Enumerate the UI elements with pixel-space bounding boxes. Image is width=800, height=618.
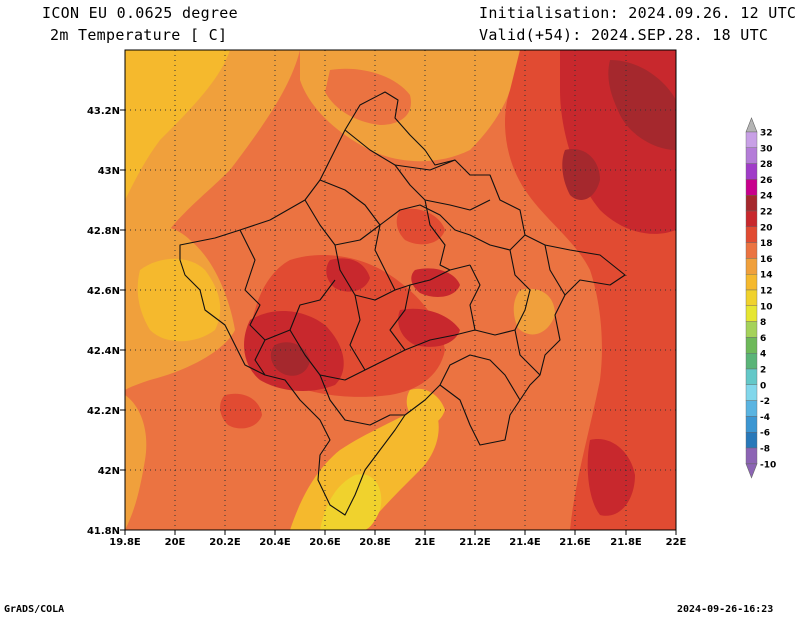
legend-label: 0 bbox=[760, 381, 766, 391]
model-title: ICON EU 0.0625 degree bbox=[42, 4, 238, 22]
lon-label: 22E bbox=[666, 537, 687, 548]
legend-swatch bbox=[745, 179, 758, 196]
lon-label: 21.6E bbox=[559, 537, 591, 548]
lon-label: 20.2E bbox=[209, 537, 241, 548]
lat-label: 42.4N bbox=[87, 346, 120, 357]
valid-time: Valid(+54): 2024.SEP.28. 18 UTC bbox=[479, 26, 769, 44]
footer-software: GrADS/COLA bbox=[4, 604, 65, 615]
legend-label: 22 bbox=[760, 208, 773, 218]
lat-label: 43.2N bbox=[87, 106, 120, 117]
legend-label: 4 bbox=[760, 350, 766, 360]
legend-label: 20 bbox=[760, 223, 773, 233]
legend-label: 28 bbox=[760, 160, 773, 170]
legend-swatch bbox=[745, 226, 758, 243]
lon-label: 20.4E bbox=[259, 537, 291, 548]
legend-label: -10 bbox=[760, 460, 776, 470]
init-time: Initialisation: 2024.09.26. 12 UTC bbox=[479, 4, 797, 22]
lat-label: 42N bbox=[98, 466, 120, 477]
lat-label: 42.6N bbox=[87, 286, 120, 297]
variable-title: 2m Temperature [ C] bbox=[50, 26, 228, 44]
lat-label: 43N bbox=[98, 166, 120, 177]
footer-timestamp: 2024-09-26-16:23 bbox=[677, 604, 774, 615]
lon-label: 21.4E bbox=[509, 537, 541, 548]
lon-label: 21E bbox=[415, 537, 436, 548]
lon-label: 21.8E bbox=[610, 537, 642, 548]
lon-label: 20.6E bbox=[309, 537, 341, 548]
lon-label: 19.8E bbox=[109, 537, 141, 548]
lat-tick-marks bbox=[120, 109, 125, 531]
lat-label: 42.8N bbox=[87, 226, 120, 237]
legend-swatch bbox=[745, 400, 758, 417]
legend-label: 10 bbox=[760, 302, 773, 312]
lat-label: 41.8N bbox=[87, 526, 120, 537]
legend-label: -6 bbox=[760, 429, 770, 439]
legend-swatch bbox=[745, 432, 758, 449]
legend-label: 18 bbox=[760, 239, 773, 249]
legend-label: -2 bbox=[760, 397, 770, 407]
legend-label: 6 bbox=[760, 334, 766, 344]
legend-label: 32 bbox=[760, 129, 773, 139]
legend-label: 2 bbox=[760, 366, 766, 376]
legend-label: 26 bbox=[760, 176, 773, 186]
legend-swatch bbox=[745, 210, 758, 228]
legend-swatch bbox=[745, 368, 758, 386]
lon-labels: 19.8E 20E 20.2E 20.4E 20.6E 20.8E 21E 21… bbox=[109, 537, 686, 548]
lon-label: 21.2E bbox=[459, 537, 491, 548]
legend-label: 16 bbox=[760, 255, 773, 265]
legend-swatch bbox=[745, 416, 758, 433]
legend-swatch bbox=[745, 274, 758, 291]
legend-label: 24 bbox=[760, 192, 773, 202]
lon-label: 20.8E bbox=[359, 537, 391, 548]
legend-swatch bbox=[745, 242, 758, 259]
legend-swatch bbox=[745, 258, 758, 275]
legend-swatch bbox=[745, 147, 758, 164]
municipal-borders bbox=[179, 91, 626, 516]
legend-swatch bbox=[745, 163, 758, 180]
legend-label: -8 bbox=[760, 445, 770, 455]
legend-swatch bbox=[745, 321, 758, 338]
legend-label: -4 bbox=[760, 413, 770, 423]
legend-swatch bbox=[745, 447, 758, 465]
legend-swatch bbox=[745, 194, 758, 212]
legend-swatch bbox=[745, 337, 758, 354]
legend-top-arrow bbox=[745, 117, 758, 133]
legend-label: 14 bbox=[760, 271, 773, 281]
legend-swatch bbox=[745, 384, 758, 401]
legend-swatch bbox=[745, 353, 758, 370]
legend-label: 12 bbox=[760, 287, 773, 297]
legend-label: 30 bbox=[760, 144, 773, 154]
legend-bottom-arrow bbox=[745, 463, 758, 479]
legend-label: 8 bbox=[760, 318, 766, 328]
legend-swatch bbox=[745, 305, 758, 322]
lon-label: 20E bbox=[165, 537, 186, 548]
legend-swatch bbox=[745, 289, 758, 307]
lat-label: 42.2N bbox=[87, 406, 120, 417]
lat-labels: 41.8N 42N 42.2N 42.4N 42.6N 42.8N 43N 43… bbox=[87, 106, 120, 537]
legend-swatch bbox=[745, 131, 758, 149]
lon-tick-marks bbox=[124, 530, 677, 535]
gridlines bbox=[125, 50, 676, 530]
